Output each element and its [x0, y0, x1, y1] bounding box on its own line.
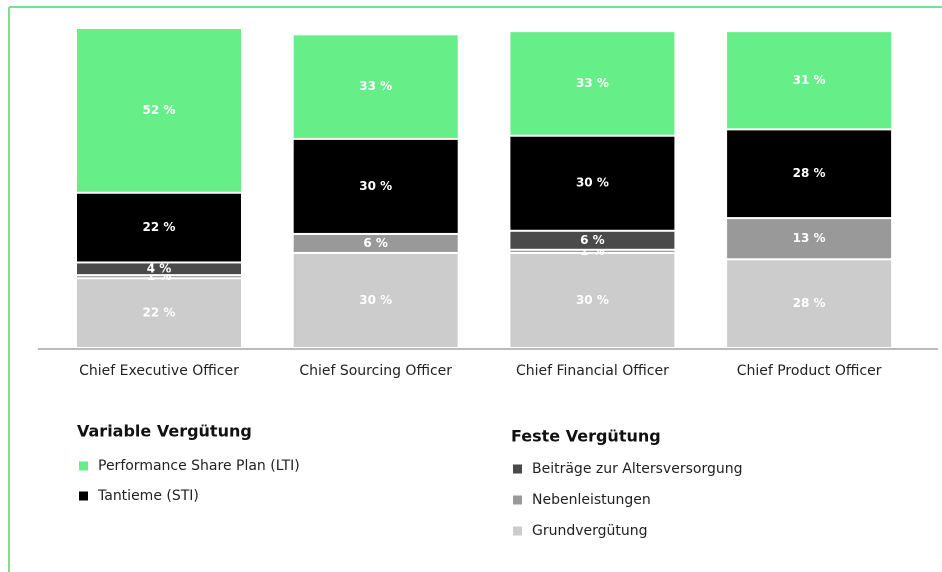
legend-title: Feste Vergütung: [511, 427, 661, 446]
legend-swatch: [513, 526, 522, 536]
value-label: 22 %: [143, 220, 176, 234]
bar-segment: [510, 250, 675, 252]
bar-segment: [293, 35, 458, 138]
value-label: 30 %: [359, 293, 392, 307]
legend-swatch: [513, 495, 522, 505]
value-label: 4 %: [147, 261, 172, 275]
value-label: 33 %: [576, 76, 609, 90]
legend-label: Grundvergütung: [532, 523, 648, 539]
legend-swatch: [513, 464, 522, 474]
value-label: 22 %: [143, 306, 176, 320]
value-label: 52 %: [143, 103, 176, 117]
value-label: 30 %: [576, 293, 609, 307]
bar-segment: [727, 130, 892, 218]
value-label: 13 %: [793, 231, 826, 245]
value-label: 30 %: [359, 179, 392, 193]
value-label: 28 %: [793, 166, 826, 180]
bar-segment: [510, 231, 675, 249]
bar-segment: [293, 139, 458, 233]
bar-segment: [77, 263, 241, 275]
x-tick-label: Chief Sourcing Officer: [299, 363, 452, 379]
bar-segment: [293, 234, 458, 252]
bar-segment: [510, 32, 675, 135]
bar-segment: [510, 253, 675, 347]
value-label: 6 %: [363, 236, 388, 250]
bar-segment: [727, 219, 892, 259]
value-label: 28 %: [793, 296, 826, 310]
bar-segment: [77, 276, 241, 278]
bar-segment: [727, 32, 892, 129]
bar-segment: [510, 136, 675, 230]
value-label: 31 %: [793, 73, 826, 87]
legend-label: Beiträge zur Altersversorgung: [532, 461, 742, 477]
legend-label: Tantieme (STI): [97, 488, 199, 504]
value-label: 33 %: [359, 79, 392, 93]
legend-label: Performance Share Plan (LTI): [98, 458, 300, 474]
x-tick-label: Chief Executive Officer: [79, 363, 239, 379]
legend-label: Nebenleistungen: [532, 492, 651, 508]
value-label: 30 %: [576, 176, 609, 190]
legend-title: Variable Vergütung: [77, 422, 252, 441]
legend-swatch: [79, 491, 88, 501]
bar-segment: [77, 29, 241, 192]
bar-segment: [293, 253, 458, 347]
bar-segment: [77, 279, 241, 347]
value-label: 6 %: [580, 233, 605, 247]
x-tick-label: Chief Financial Officer: [516, 363, 669, 379]
bar-segment: [727, 260, 892, 347]
bar-segment: [77, 193, 241, 262]
x-tick-label: Chief Product Officer: [737, 363, 882, 379]
legend-swatch: [79, 461, 88, 471]
